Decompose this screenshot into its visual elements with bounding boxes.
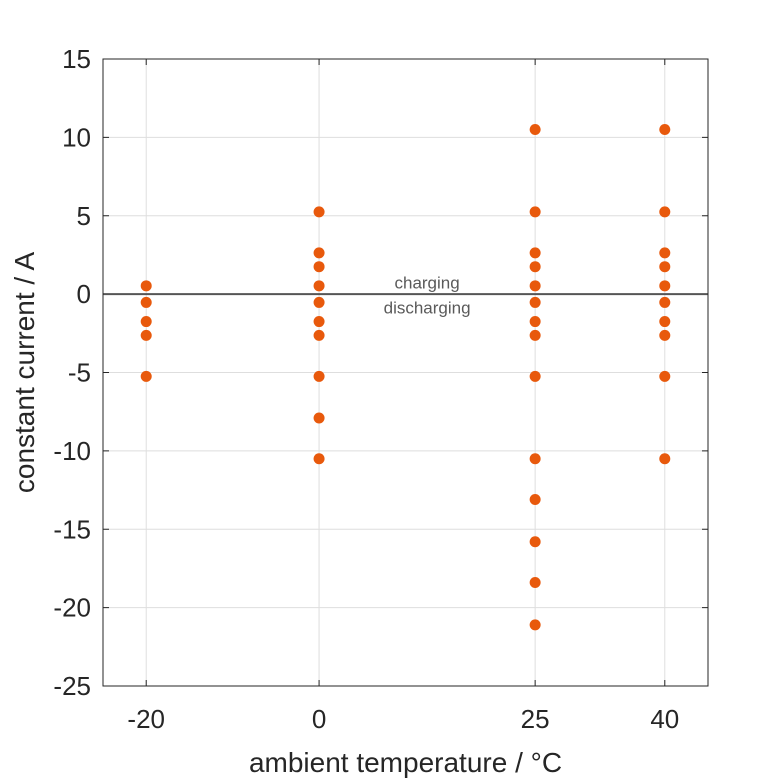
data-point <box>313 370 325 382</box>
data-point <box>659 296 671 308</box>
data-point <box>140 329 152 341</box>
data-point <box>659 206 671 218</box>
data-point <box>529 261 541 273</box>
data-point <box>529 493 541 505</box>
y-tick-label: 10 <box>62 122 91 152</box>
data-point <box>313 453 325 465</box>
y-tick-label: 5 <box>77 201 91 231</box>
x-tick-label: -20 <box>127 704 165 734</box>
y-tick-label: -10 <box>53 436 91 466</box>
data-point <box>140 280 152 292</box>
data-point <box>140 370 152 382</box>
data-point <box>313 296 325 308</box>
data-point <box>529 619 541 631</box>
data-point <box>529 280 541 292</box>
data-point <box>313 412 325 424</box>
data-point <box>659 247 671 259</box>
data-point <box>659 316 671 328</box>
annotation-discharging: discharging <box>384 298 471 317</box>
data-point <box>140 296 152 308</box>
data-point <box>529 577 541 589</box>
y-tick-labels: 15 10 5 0 -5 -10 -15 -20 -25 <box>53 44 91 701</box>
y-axis-label: constant current / A <box>9 252 40 494</box>
y-tick-label: -15 <box>53 514 91 544</box>
data-point <box>659 261 671 273</box>
y-tick-label: 0 <box>77 279 91 309</box>
data-point <box>313 206 325 218</box>
data-point <box>529 370 541 382</box>
data-point <box>529 329 541 341</box>
x-tick-label: 40 <box>650 704 679 734</box>
data-point <box>313 316 325 328</box>
data-point <box>529 536 541 548</box>
data-point <box>529 316 541 328</box>
data-point <box>529 296 541 308</box>
data-point <box>529 453 541 465</box>
data-point <box>659 329 671 341</box>
data-point <box>313 261 325 273</box>
data-point <box>313 329 325 341</box>
x-tick-labels: -20 0 25 40 <box>127 704 679 734</box>
plot-frame <box>102 58 709 687</box>
x-axis-label: ambient temperature / °C <box>249 747 562 778</box>
data-point <box>313 247 325 259</box>
y-tick-label: 15 <box>62 44 91 74</box>
x-tick-label: 0 <box>312 704 326 734</box>
grid-lines <box>103 58 708 687</box>
y-tick-label: -20 <box>53 593 91 623</box>
data-point <box>529 247 541 259</box>
annotation-charging: charging <box>394 273 459 292</box>
data-point <box>659 370 671 382</box>
data-point <box>659 280 671 292</box>
data-point <box>659 453 671 465</box>
x-tick-label: 25 <box>521 704 550 734</box>
data-point <box>313 280 325 292</box>
annotations: charging discharging <box>384 273 471 317</box>
data-point <box>529 206 541 218</box>
data-points <box>140 124 671 631</box>
y-tick-label: -5 <box>68 358 91 388</box>
data-point <box>529 124 541 136</box>
data-point <box>659 124 671 136</box>
data-point <box>140 316 152 328</box>
y-tick-label: -25 <box>53 671 91 701</box>
